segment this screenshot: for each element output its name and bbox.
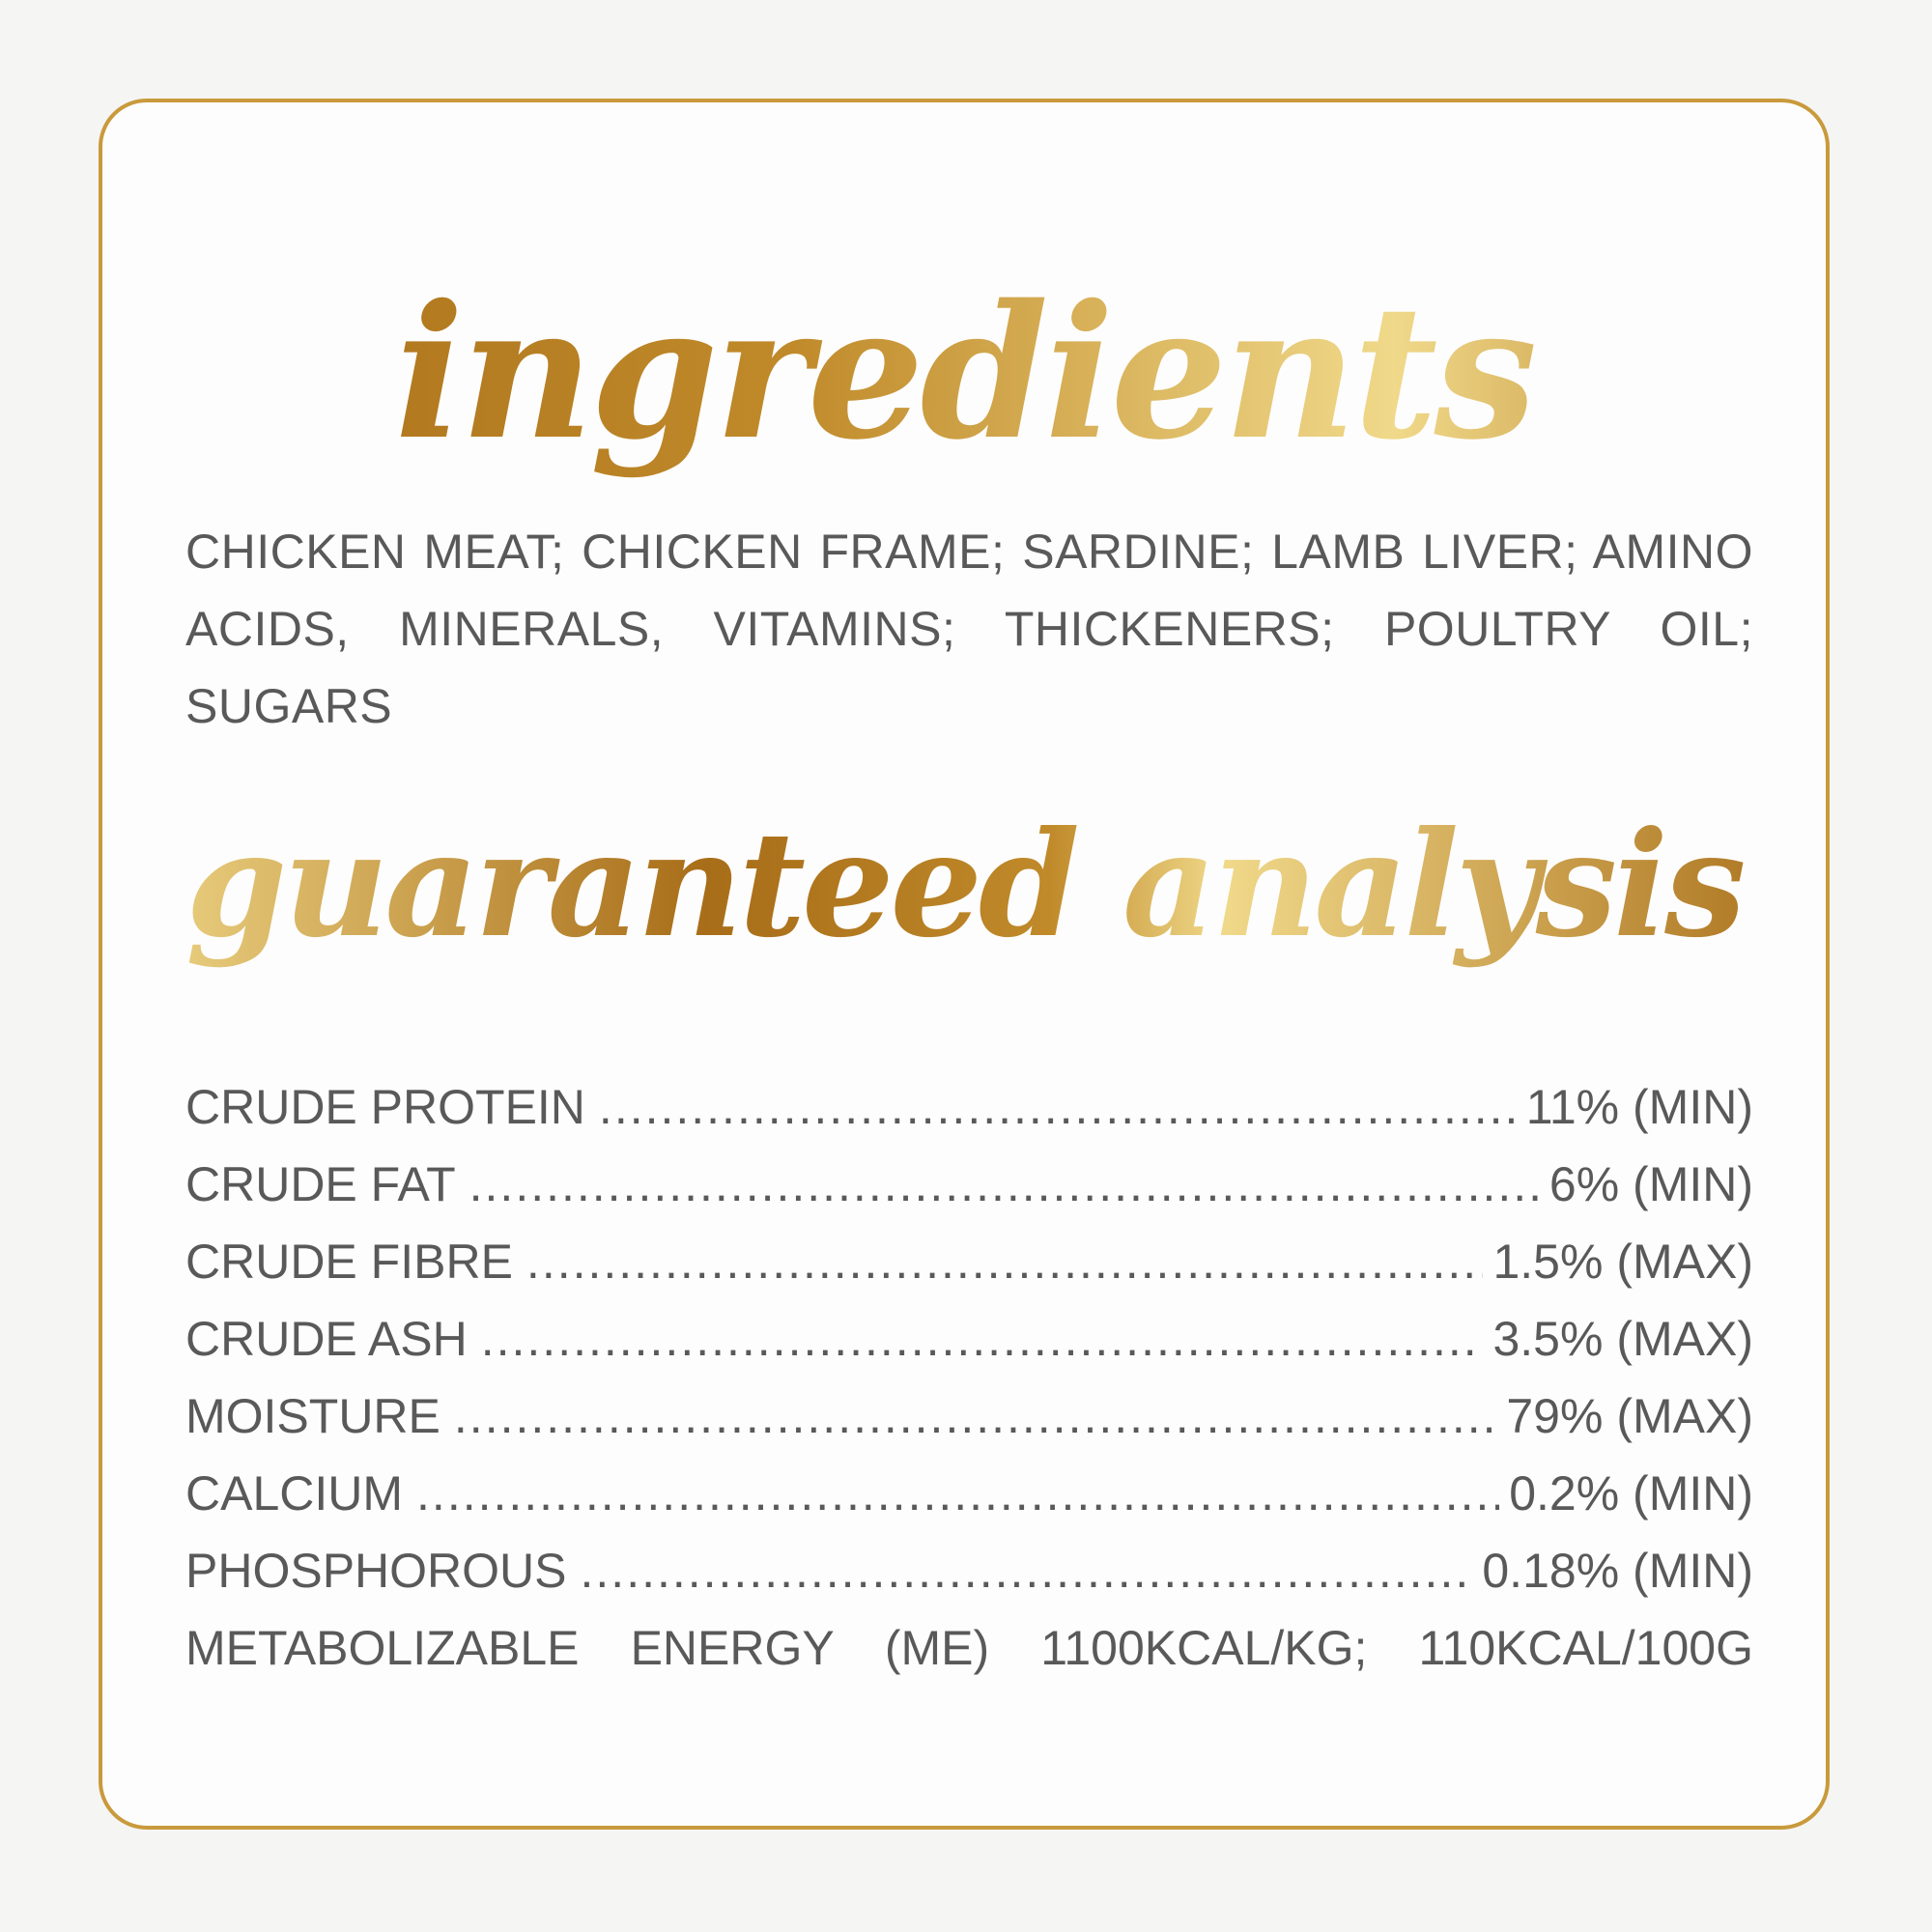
analysis-row: CRUDE PROTEIN...........................… xyxy=(185,1068,1753,1146)
analysis-value: 0.18% (MIN) xyxy=(1482,1544,1753,1598)
dot-leader: ........................................… xyxy=(416,1466,1499,1520)
analysis-title: guaranteed analysis xyxy=(102,779,1826,991)
analysis-row: CRUDE ASH...............................… xyxy=(185,1300,1753,1378)
analysis-label: CALCIUM xyxy=(185,1466,404,1520)
analysis-label: CRUDE FAT xyxy=(185,1157,456,1211)
dot-leader: ........................................… xyxy=(480,1312,1484,1366)
analysis-value: 6% (MIN) xyxy=(1548,1157,1753,1211)
analysis-label: CRUDE ASH xyxy=(185,1312,468,1366)
analysis-row: CALCIUM.................................… xyxy=(185,1455,1753,1532)
analysis-label: CRUDE FIBRE xyxy=(185,1235,513,1289)
ingredients-title: ingredients xyxy=(102,247,1826,498)
analysis-row: MOISTURE................................… xyxy=(185,1378,1753,1455)
analysis-row: CRUDE FAT...............................… xyxy=(185,1146,1753,1223)
analysis-row: CRUDE FIBRE.............................… xyxy=(185,1223,1753,1300)
dot-leader: ........................................… xyxy=(453,1389,1497,1443)
ingredients-text: CHICKEN MEAT; CHICKEN FRAME; SARDINE; LA… xyxy=(185,525,1753,733)
analysis-value: 79% (MAX) xyxy=(1506,1389,1753,1443)
dot-leader: ........................................… xyxy=(526,1235,1484,1289)
energy-line: METABOLIZABLE ENERGY (ME) 1100KCAL/KG; 1… xyxy=(185,1621,1753,1675)
analysis-label: PHOSPHOROUS xyxy=(185,1544,567,1598)
analysis-label: MOISTURE xyxy=(185,1389,440,1443)
analysis-value: 0.2% (MIN) xyxy=(1509,1466,1753,1520)
analysis-table: CRUDE PROTEIN...........................… xyxy=(185,1068,1753,1687)
analysis-value: 3.5% (MAX) xyxy=(1492,1312,1753,1366)
analysis-value: 1.5% (MAX) xyxy=(1492,1235,1753,1289)
dot-leader: ........................................… xyxy=(580,1544,1473,1598)
dot-leader: ........................................… xyxy=(598,1080,1517,1134)
analysis-row: PHOSPHOROUS.............................… xyxy=(185,1532,1753,1609)
analysis-value: 11% (MIN) xyxy=(1525,1080,1753,1134)
dot-leader: ........................................… xyxy=(469,1157,1540,1211)
info-card: ingredients CHICKEN MEAT; CHICKEN FRAME;… xyxy=(99,99,1830,1830)
analysis-label: CRUDE PROTEIN xyxy=(185,1080,585,1134)
